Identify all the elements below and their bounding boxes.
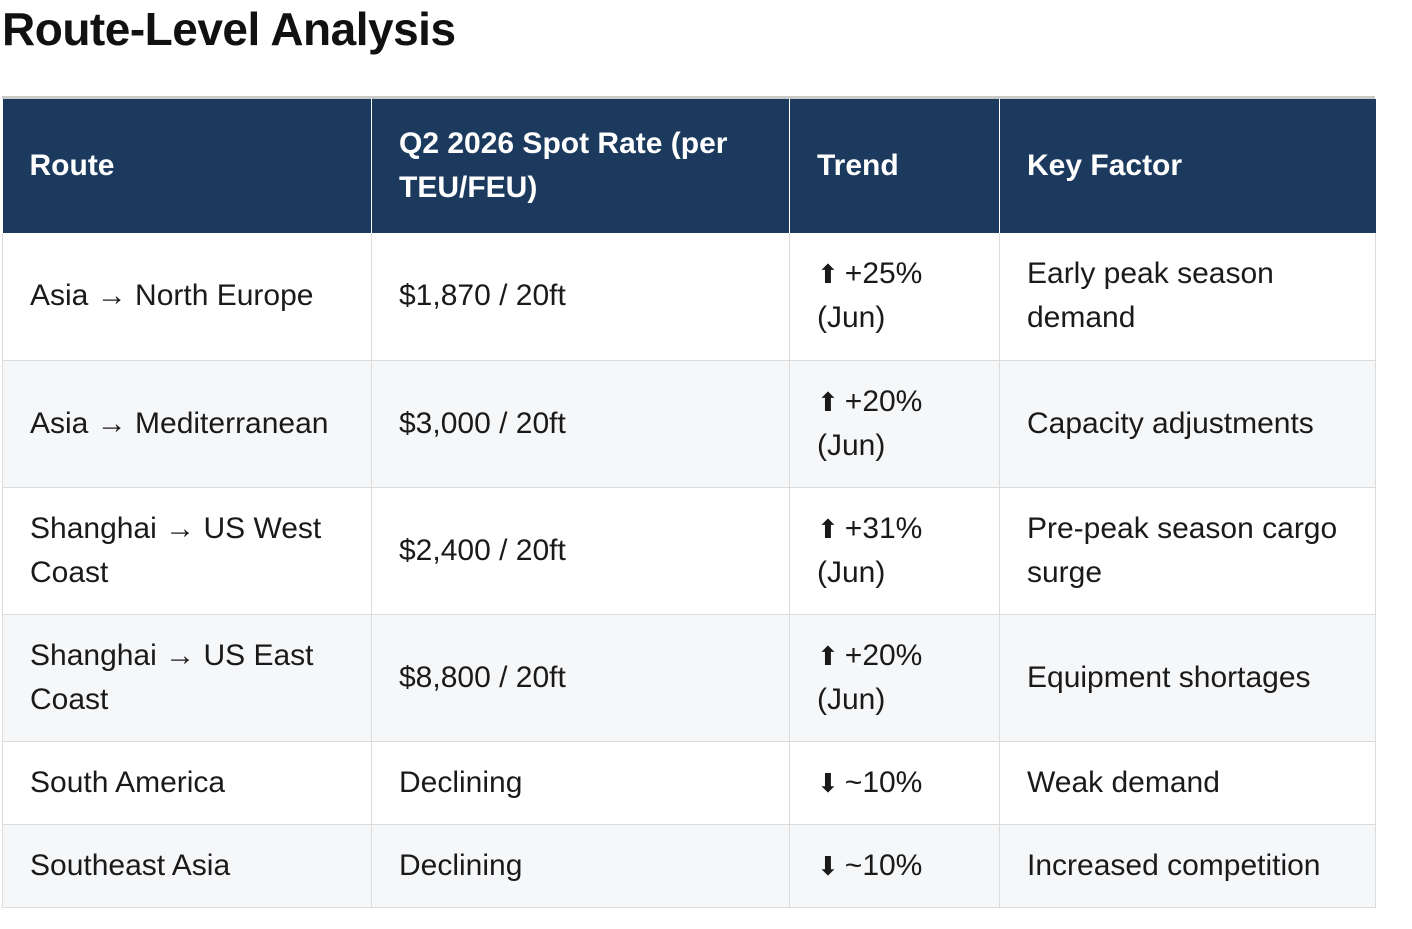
route-table: Route Q2 2026 Spot Rate (per TEU/FEU) Tr… [2,99,1376,908]
down-arrow-icon: ⬇ [817,850,839,881]
header-trend: Trend [789,99,1000,233]
cell-rate: $2,400 / 20ft [371,487,790,615]
cell-route: South America [2,741,372,825]
header-row: Route Q2 2026 Spot Rate (per TEU/FEU) Tr… [2,99,1376,233]
header-route: Route [2,99,372,233]
cell-rate: Declining [371,824,790,908]
cell-rate: $1,870 / 20ft [371,233,790,361]
table-row: Asia → North Europe $1,870 / 20ft ⬆ +25% (… [2,233,1376,361]
table-header: Route Q2 2026 Spot Rate (per TEU/FEU) Tr… [2,99,1376,233]
header-key-factor: Key Factor [999,99,1376,233]
cell-factor: Capacity adjustments [999,360,1376,488]
trend-period: (Jun) [817,682,886,716]
table-row: South America Declining ⬇ ~10% Weak deman… [2,741,1376,825]
table-row: Shanghai → US East Coast $8,800 / 20ft ⬆… [2,614,1376,742]
up-arrow-icon: ⬆ [817,259,839,290]
cell-rate: Declining [371,741,790,825]
cell-trend: ⬆ +25% (Jun) [789,233,1000,361]
cell-route: Asia → North Europe [2,233,372,361]
trend-period: (Jun) [817,428,886,462]
cell-rate: $8,800 / 20ft [371,614,790,742]
cell-factor: Weak demand [999,741,1376,825]
cell-factor: Increased competition [999,824,1376,908]
cell-route: Asia → Mediterranean [2,360,372,488]
cell-factor: Early peak season demand [999,233,1376,361]
cell-route: Southeast Asia [2,824,372,908]
trend-period: (Jun) [817,555,886,589]
cell-factor: Pre-peak season cargo surge [999,487,1376,615]
trend-value: +31% [844,511,923,545]
trend-value: +20% [844,384,923,418]
table-row: Southeast Asia Declining ⬇ ~10% Increased… [2,824,1376,908]
cell-trend: ⬆ +20% (Jun) [789,614,1000,742]
cell-trend: ⬆ +31% (Jun) [789,487,1000,615]
up-arrow-icon: ⬆ [817,513,839,544]
cell-route: Shanghai → US East Coast [2,614,372,742]
down-arrow-icon: ⬇ [817,767,839,798]
cell-factor: Equipment shortages [999,614,1376,742]
table-row: Asia → Mediterranean $3,000 / 20ft ⬆ +20%… [2,360,1376,488]
cell-trend: ⬇ ~10% [789,824,1000,908]
trend-value: ~10% [844,765,923,799]
header-spot-rate: Q2 2026 Spot Rate (per TEU/FEU) [371,99,790,233]
cell-route: Shanghai → US West Coast [2,487,372,615]
route-table-container: Route Q2 2026 Spot Rate (per TEU/FEU) Tr… [2,96,1376,908]
cell-rate: $3,000 / 20ft [371,360,790,488]
up-arrow-icon: ⬆ [817,640,839,671]
trend-value: +20% [844,638,923,672]
trend-value: ~10% [844,848,923,882]
page-title: Route-Level Analysis [2,3,456,55]
cell-trend: ⬇ ~10% [789,741,1000,825]
table-body: Asia → North Europe $1,870 / 20ft ⬆ +25%(… [2,233,1376,908]
up-arrow-icon: ⬆ [817,386,839,417]
trend-value: +25% [844,257,923,291]
cell-trend: ⬆ +20% (Jun) [789,360,1000,488]
table-row: Shanghai → US West Coast $2,400 / 20ft ⬆… [2,487,1376,615]
trend-period: (Jun) [817,301,886,335]
